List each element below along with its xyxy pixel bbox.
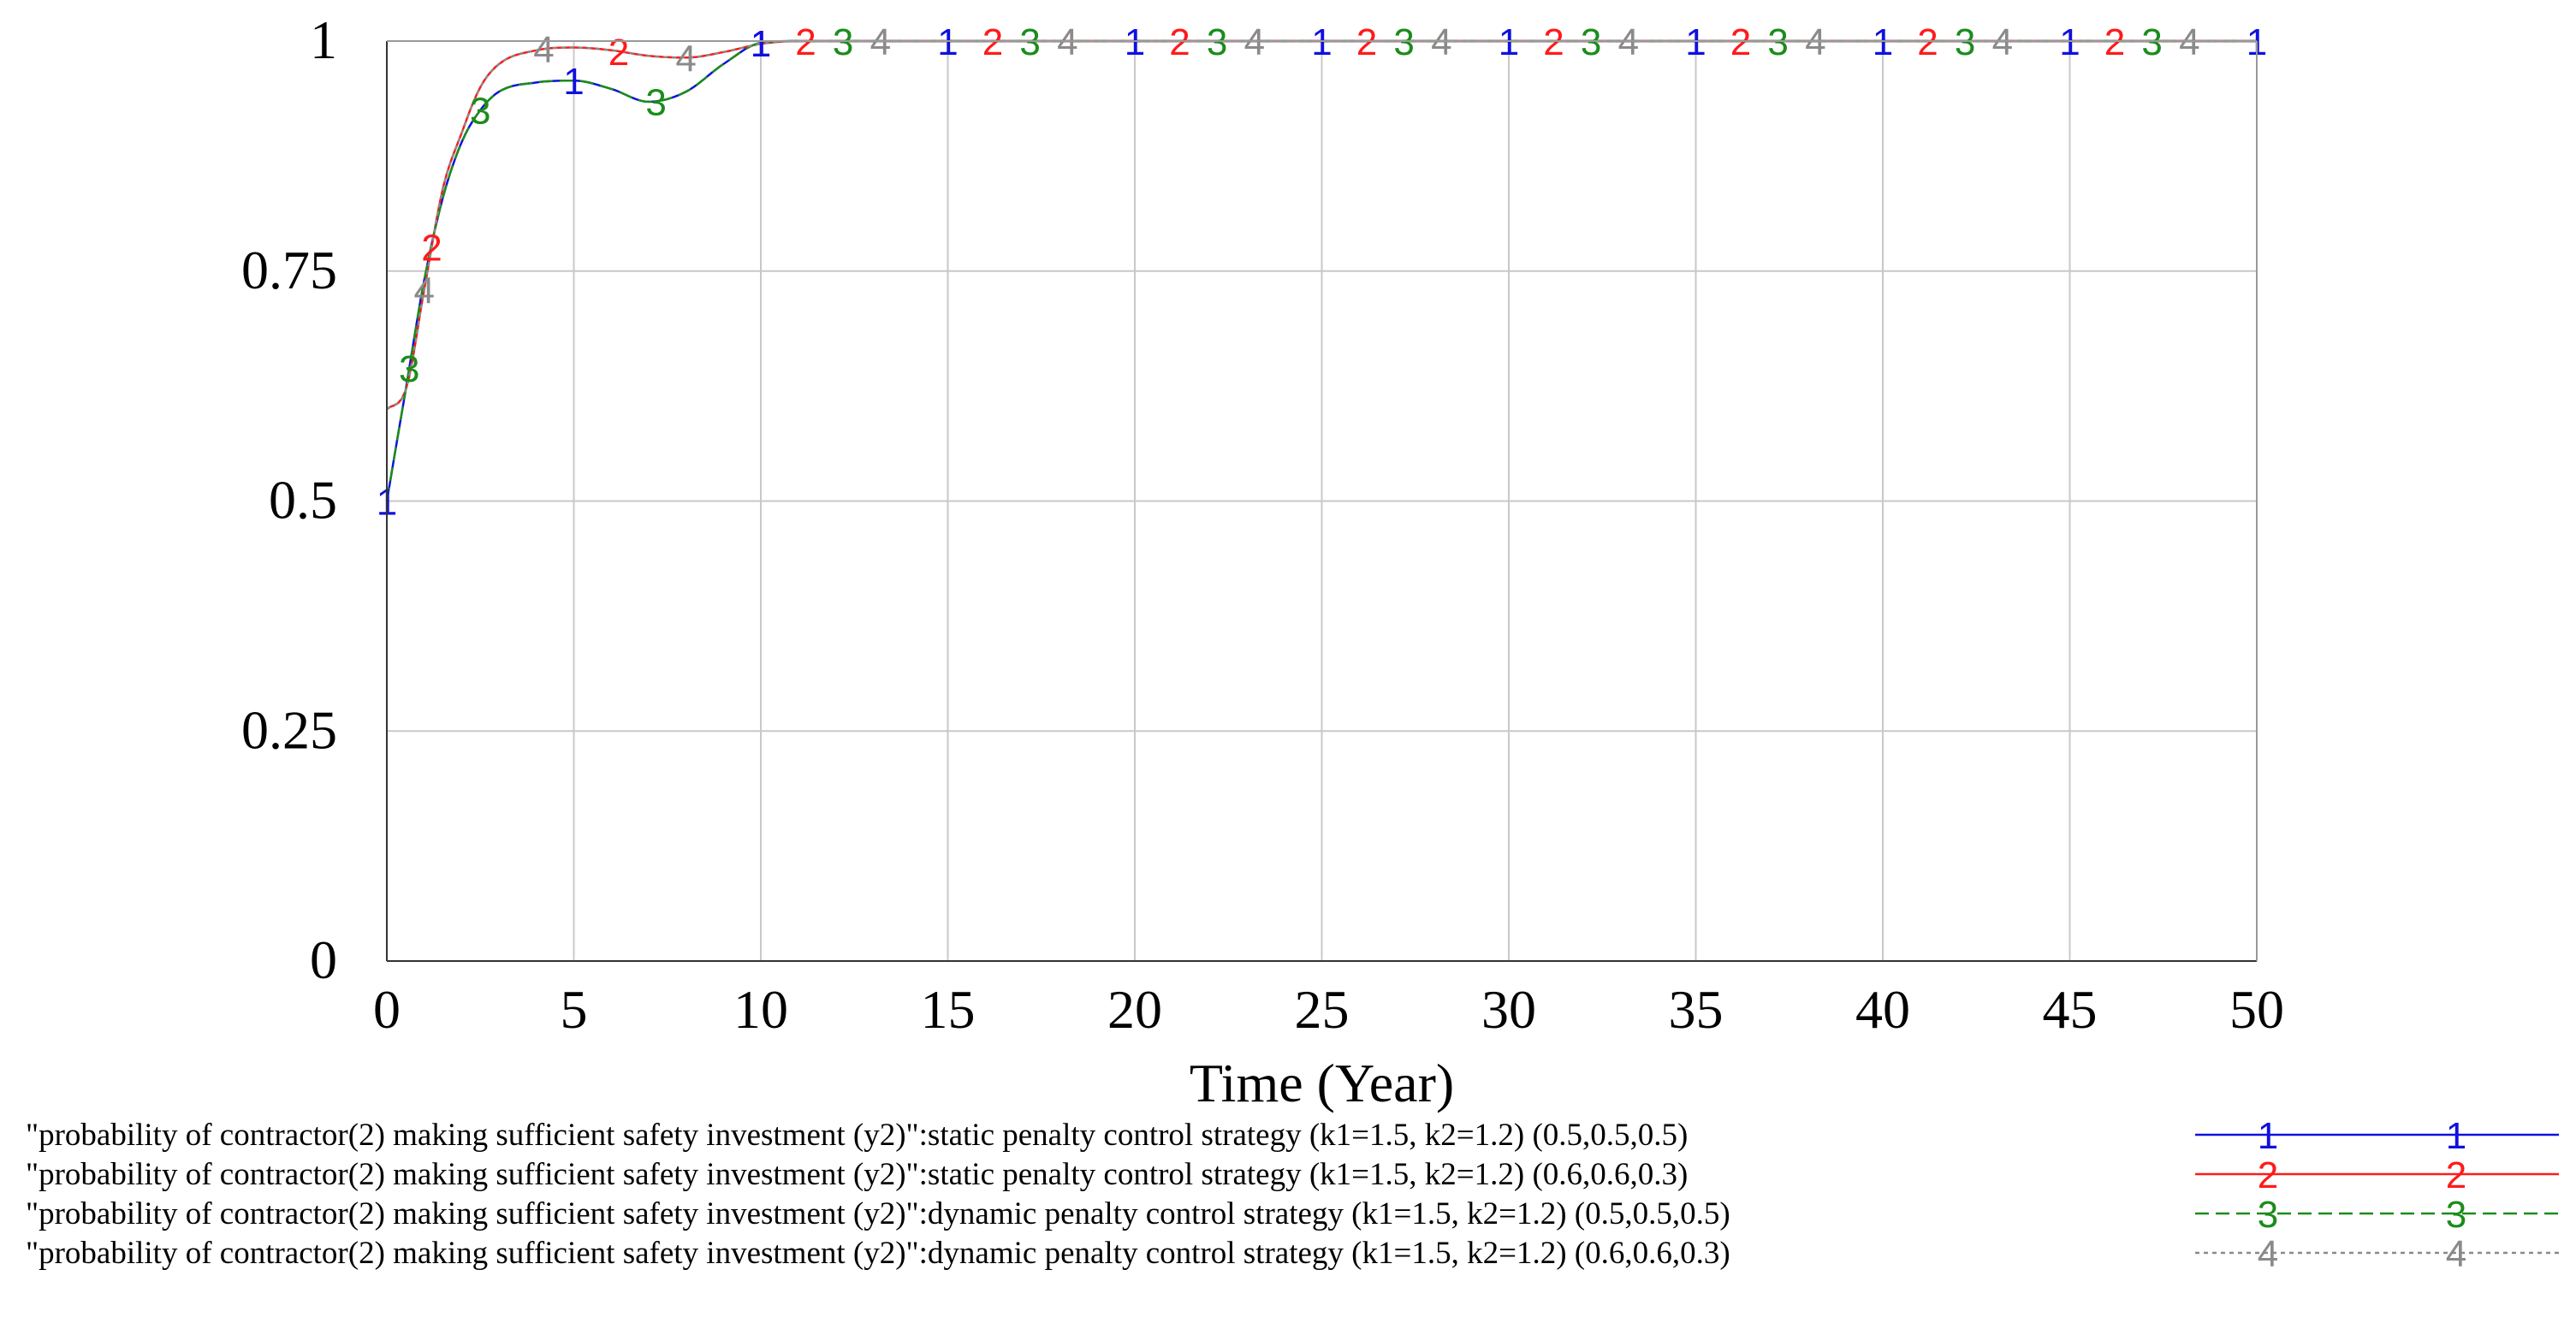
series-3-marker-5: 3 (1207, 21, 1227, 63)
x-tick-label-0: 0 (373, 979, 401, 1040)
series-3-marker-1: 3 (470, 91, 490, 133)
series-2-marker-0: 2 (421, 227, 442, 269)
legend-label-2: "probability of contractor(2) making suf… (26, 1157, 1688, 1192)
x-tick-label-5: 25 (1295, 979, 1350, 1040)
x-tick-label-9: 45 (2043, 979, 2098, 1040)
series-4-marker-3: 4 (870, 21, 891, 63)
series-2-marker-8: 2 (1917, 21, 1938, 63)
legend-label-3: "probability of contractor(2) making suf… (26, 1196, 1730, 1231)
x-tick-label-7: 35 (1669, 979, 1724, 1040)
series-3-marker-3: 3 (833, 21, 853, 63)
series-1-marker-1: 1 (563, 61, 584, 103)
x-tick-label-2: 10 (733, 979, 788, 1040)
axis-layer: 0 5 10 15 20 25 30 35 40 45 50 0 0.25 0.5 0.75 1 (241, 9, 2284, 1040)
series-1-marker-10: 1 (2059, 21, 2080, 63)
series-1-marker-8: 1 (1685, 21, 1706, 63)
y-tick-label-3: 0.75 (241, 240, 337, 300)
series-3-marker-4: 3 (1019, 21, 1040, 63)
series-4-marker-0: 4 (413, 270, 434, 312)
series-4-marker-6: 4 (1431, 21, 1451, 63)
series-4-marker-4: 4 (1057, 21, 1077, 63)
x-tick-label-8: 40 (1855, 979, 1910, 1040)
legend-marker-3-1: 3 (2446, 1194, 2466, 1236)
x-tick-label-3: 15 (921, 979, 976, 1040)
series-3-marker-0: 3 (399, 348, 419, 390)
x-axis-title: Time (Year) (1190, 1053, 1454, 1113)
x-tick-label-4: 20 (1107, 979, 1162, 1040)
series-4-marker-9: 4 (1992, 21, 2013, 63)
series-2-marker-5: 2 (1356, 21, 1377, 63)
legend-marker-1-0: 1 (2258, 1115, 2278, 1157)
series-4-marker-10: 4 (2179, 21, 2199, 63)
x-tick-label-10: 50 (2229, 979, 2284, 1040)
series-1-marker-7: 1 (1499, 21, 1519, 63)
legend-marker-3-0: 3 (2258, 1194, 2278, 1236)
legend-label-4: "probability of contractor(2) making suf… (26, 1236, 1730, 1271)
series-4-marker-2: 4 (675, 38, 696, 80)
x-tick-label-1: 5 (561, 979, 588, 1040)
series-1-marker-3: 1 (751, 23, 771, 65)
y-tick-label-4: 1 (310, 9, 337, 70)
legend: "probability of contractor(2) making suf… (26, 1115, 2559, 1275)
x-tick-label-6: 30 (1481, 979, 1536, 1040)
series-3-marker-10: 3 (2141, 21, 2162, 63)
series-2-marker-9: 2 (2104, 21, 2125, 63)
legend-marker-1-1: 1 (2446, 1115, 2466, 1157)
series-1-marker-9: 1 (1873, 21, 1893, 63)
series-4-marker-8: 4 (1805, 21, 1825, 63)
series-2-marker-6: 2 (1543, 21, 1564, 63)
series-1-marker-2: 1 (751, 23, 771, 65)
legend-label-1: "probability of contractor(2) making suf… (26, 1118, 1688, 1153)
series-3-marker-9: 3 (1955, 21, 1975, 63)
series-3-marker-7: 3 (1581, 21, 1601, 63)
y-tick-label-0: 0 (310, 929, 337, 990)
y-tick-label-2: 0.5 (269, 470, 337, 531)
series-1-marker-6: 1 (1311, 21, 1332, 63)
series-2-marker-4: 2 (1169, 21, 1190, 63)
series-2-marker-7: 2 (1730, 21, 1751, 63)
series-3-marker-6: 3 (1393, 21, 1414, 63)
series-2-marker-1: 2 (608, 32, 629, 74)
grid-layer (386, 40, 2258, 962)
legend-marker-2-1: 2 (2446, 1154, 2466, 1196)
series-1-marker-5: 1 (1125, 21, 1145, 63)
y-tick-label-1: 0.25 (241, 699, 337, 760)
series-3-marker-2: 3 (645, 81, 666, 123)
legend-marker-2-0: 2 (2258, 1154, 2278, 1196)
series-1-marker-4: 1 (937, 21, 958, 63)
legend-marker-4-0: 4 (2258, 1233, 2278, 1275)
series-4-marker-5: 4 (1244, 21, 1265, 63)
series-4-marker-7: 4 (1618, 21, 1639, 63)
series-2-marker-2: 2 (795, 21, 816, 63)
series-4-marker-1: 4 (533, 29, 554, 71)
series-2-marker-3: 2 (982, 21, 1003, 63)
legend-marker-4-1: 4 (2446, 1233, 2466, 1275)
series-3-marker-8: 3 (1767, 21, 1788, 63)
